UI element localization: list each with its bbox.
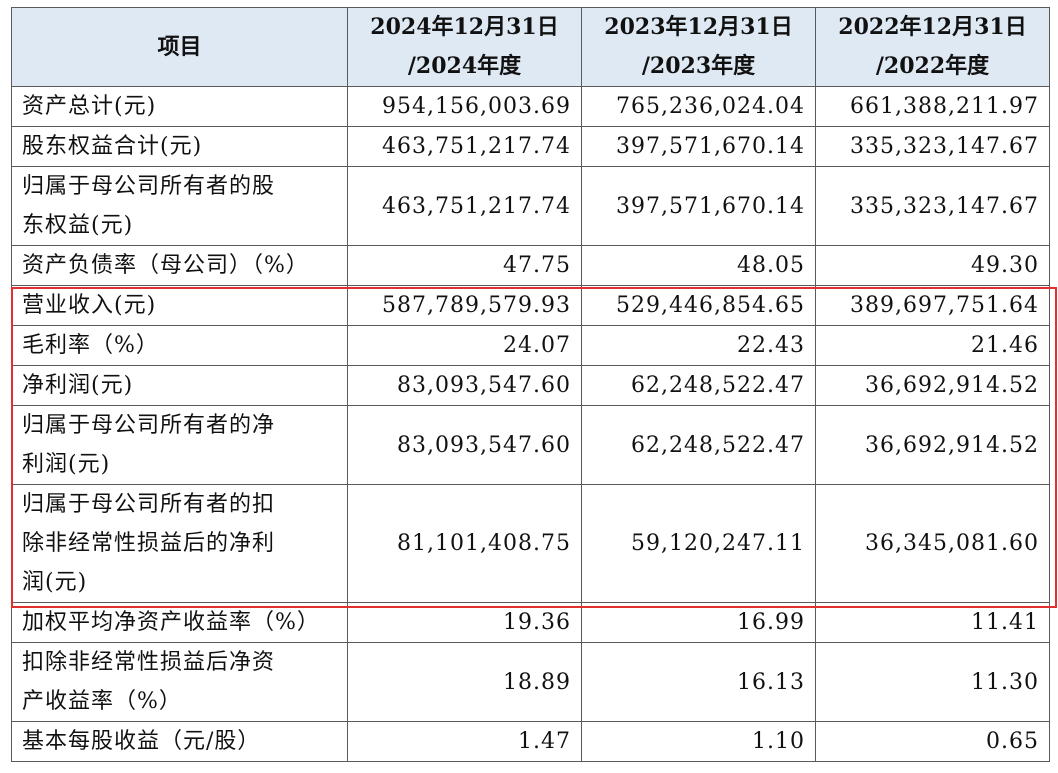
cell-2024: 463,751,217.74	[347, 126, 582, 167]
cell-2022: 36,345,081.60	[815, 484, 1050, 603]
cell-2024: 587,789,579.93	[347, 285, 582, 326]
cell-2023: 62,248,522.47	[581, 365, 816, 406]
header-2022-year: /2022年度	[875, 53, 990, 79]
table-row: 资产总计(元) 954,156,003.69 765,236,024.04 661,3…	[11, 86, 1050, 127]
row-label-line: 归属于母公司所有者的股	[22, 174, 276, 199]
row-label-line: 归属于母公司所有者的净	[22, 413, 276, 438]
row-label: 股东权益合计(元)	[11, 126, 348, 167]
table-body: 资产总计(元) 954,156,003.69 765,236,024.04 661,3…	[11, 86, 1050, 762]
header-2023-date: 2023年12月31日	[604, 14, 793, 40]
cell-2023: 1.10	[581, 721, 816, 762]
cell-2024: 463,751,217.74	[347, 166, 582, 246]
cell-2024: 47.75	[347, 245, 582, 286]
financial-table-wrapper: 项目 2024年12月31日 /2024年度 2023年12月31日 /2023…	[11, 7, 1057, 762]
row-label-line: 资产负债率（母公司）（%）	[22, 253, 309, 278]
row-label: 毛利率（%）	[11, 325, 348, 366]
row-label-line: 毛利率（%）	[22, 333, 159, 358]
cell-2023: 16.13	[581, 642, 816, 722]
cell-2023: 62,248,522.47	[581, 405, 816, 485]
table-row: 基本每股收益（元/股） 1.47 1.10 0.65	[11, 721, 1050, 762]
header-2023-year: /2023年度	[641, 53, 756, 79]
header-2024-year: /2024年度	[407, 53, 522, 79]
row-label: 归属于母公司所有者的净 利润(元)	[11, 405, 348, 485]
table-row: 资产负债率（母公司）（%） 47.75 48.05 49.30	[11, 245, 1050, 286]
header-2024: 2024年12月31日 /2024年度	[347, 7, 582, 87]
cell-2022: 21.46	[815, 325, 1050, 366]
cell-2024: 19.36	[347, 602, 582, 643]
cell-2024: 954,156,003.69	[347, 86, 582, 127]
cell-2022: 11.41	[815, 602, 1050, 643]
cell-2022: 335,323,147.67	[815, 166, 1050, 246]
row-label-line: 加权平均净资产收益率（%）	[22, 610, 320, 635]
table-row: 归属于母公司所有者的扣 除非经常性损益后的净利 润(元) 81,101,408.75 5…	[11, 484, 1050, 603]
table-row: 归属于母公司所有者的净 利润(元) 83,093,547.60 62,248,522.…	[11, 405, 1050, 485]
cell-2022: 11.30	[815, 642, 1050, 722]
header-2022: 2022年12月31日 /2022年度	[815, 7, 1050, 87]
row-label-line: 净利润(元)	[22, 373, 134, 398]
header-2022-date: 2022年12月31日	[838, 14, 1027, 40]
cell-2024: 24.07	[347, 325, 582, 366]
row-label: 归属于母公司所有者的扣 除非经常性损益后的净利 润(元)	[11, 484, 348, 603]
header-2023: 2023年12月31日 /2023年度	[581, 7, 816, 87]
row-label-line: 基本每股收益（元/股）	[22, 729, 261, 754]
cell-2023: 22.43	[581, 325, 816, 366]
header-2024-date: 2024年12月31日	[370, 14, 559, 40]
cell-2023: 59,120,247.11	[581, 484, 816, 603]
row-label-line: 东权益(元)	[22, 213, 134, 238]
table-row: 股东权益合计(元) 463,751,217.74 397,571,670.14 335…	[11, 126, 1050, 167]
table-row: 扣除非经常性损益后净资 产收益率（%） 18.89 16.13 11.30	[11, 642, 1050, 722]
row-label-line: 润(元)	[22, 570, 88, 595]
cell-2024: 83,093,547.60	[347, 365, 582, 406]
cell-2024: 81,101,408.75	[347, 484, 582, 603]
table-row: 净利润(元) 83,093,547.60 62,248,522.47 36,692,9…	[11, 365, 1050, 406]
row-label-line: 产收益率（%）	[22, 689, 182, 714]
row-label-line: 归属于母公司所有者的扣	[22, 492, 276, 517]
cell-2022: 36,692,914.52	[815, 405, 1050, 485]
cell-2023: 765,236,024.04	[581, 86, 816, 127]
cell-2022: 389,697,751.64	[815, 285, 1050, 326]
financial-summary-table: 项目 2024年12月31日 /2024年度 2023年12月31日 /2023…	[11, 7, 1050, 762]
cell-2023: 16.99	[581, 602, 816, 643]
row-label: 净利润(元)	[11, 365, 348, 406]
row-label: 资产总计(元)	[11, 86, 348, 127]
cell-2023: 397,571,670.14	[581, 126, 816, 167]
row-label-line: 股东权益合计(元)	[22, 134, 203, 159]
cell-2024: 18.89	[347, 642, 582, 722]
header-item: 项目	[11, 7, 348, 87]
row-label: 扣除非经常性损益后净资 产收益率（%）	[11, 642, 348, 722]
row-label-line: 除非经常性损益后的净利	[22, 531, 276, 556]
row-label-line: 营业收入(元)	[22, 293, 157, 318]
row-label-line: 资产总计(元)	[22, 94, 157, 119]
cell-2022: 661,388,211.97	[815, 86, 1050, 127]
cell-2022: 36,692,914.52	[815, 365, 1050, 406]
cell-2023: 529,446,854.65	[581, 285, 816, 326]
cell-2022: 0.65	[815, 721, 1050, 762]
table-row: 营业收入(元) 587,789,579.93 529,446,854.65 389,6…	[11, 285, 1050, 326]
row-label: 加权平均净资产收益率（%）	[11, 602, 348, 643]
row-label: 基本每股收益（元/股）	[11, 721, 348, 762]
table-row: 归属于母公司所有者的股 东权益(元) 463,751,217.74 397,571,6…	[11, 166, 1050, 246]
cell-2023: 48.05	[581, 245, 816, 286]
cell-2022: 335,323,147.67	[815, 126, 1050, 167]
header-row: 项目 2024年12月31日 /2024年度 2023年12月31日 /2023…	[11, 7, 1050, 87]
cell-2024: 83,093,547.60	[347, 405, 582, 485]
table-row: 加权平均净资产收益率（%） 19.36 16.99 11.41	[11, 602, 1050, 643]
row-label: 营业收入(元)	[11, 285, 348, 326]
row-label-line: 扣除非经常性损益后净资	[22, 650, 276, 675]
cell-2023: 397,571,670.14	[581, 166, 816, 246]
table-row: 毛利率（%） 24.07 22.43 21.46	[11, 325, 1050, 366]
row-label-line: 利润(元)	[22, 452, 111, 477]
cell-2024: 1.47	[347, 721, 582, 762]
table-header: 项目 2024年12月31日 /2024年度 2023年12月31日 /2023…	[11, 7, 1050, 87]
row-label: 资产负债率（母公司）（%）	[11, 245, 348, 286]
row-label: 归属于母公司所有者的股 东权益(元)	[11, 166, 348, 246]
cell-2022: 49.30	[815, 245, 1050, 286]
